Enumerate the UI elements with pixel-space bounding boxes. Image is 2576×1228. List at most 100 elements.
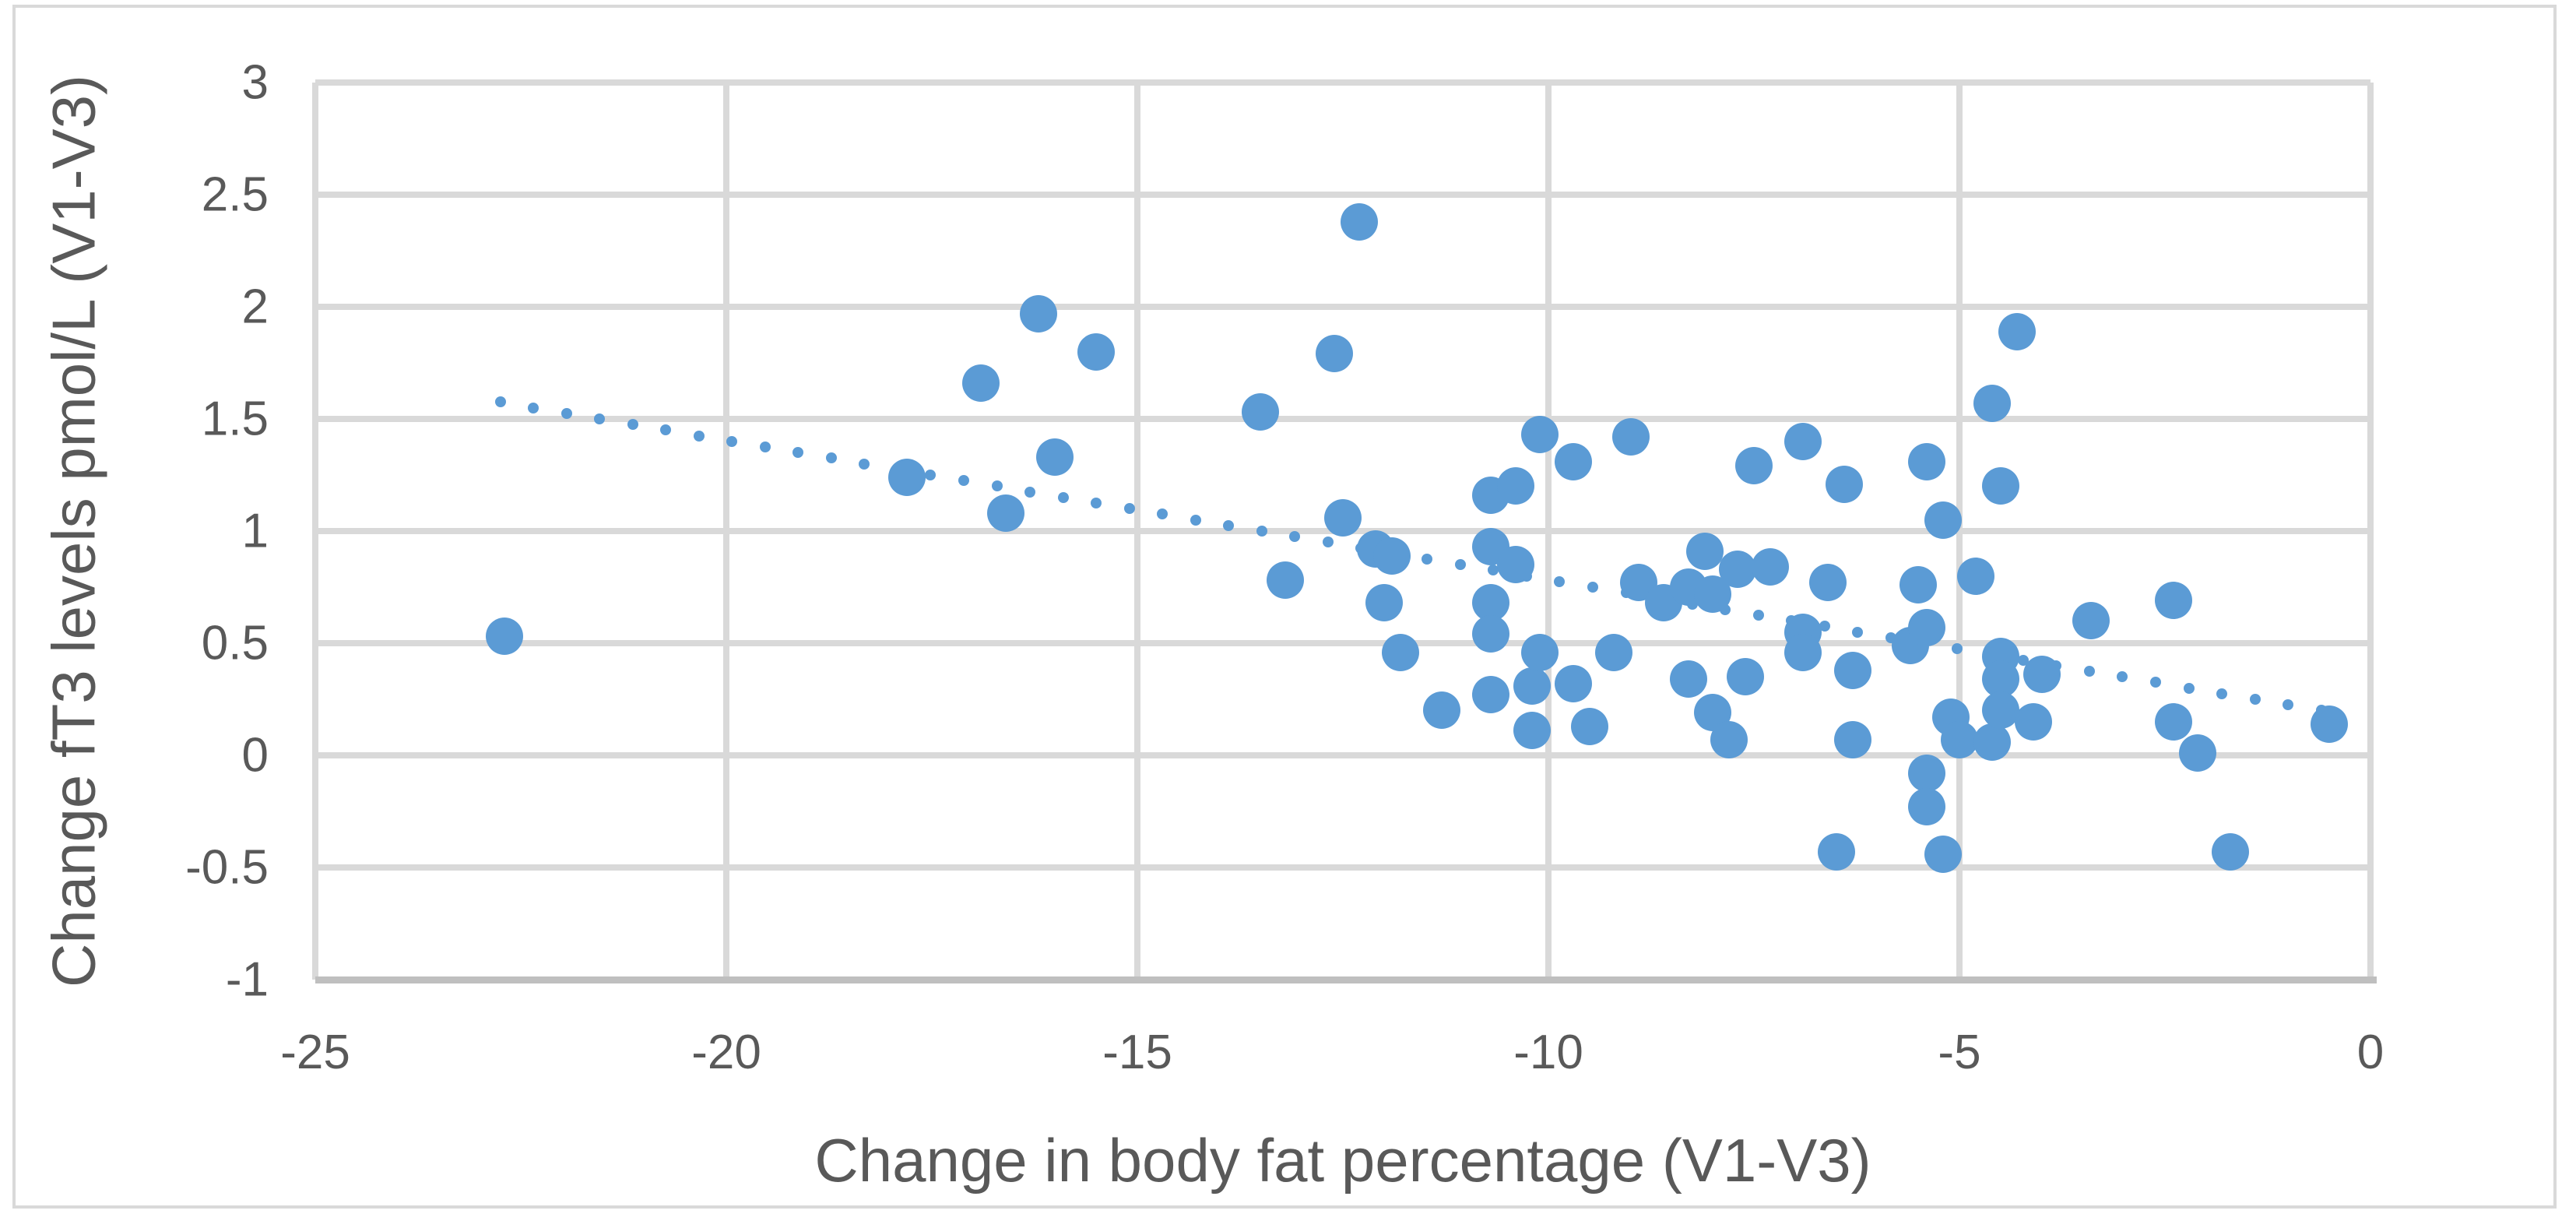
- data-point: [1924, 501, 1962, 539]
- y-gridline: [315, 416, 2370, 422]
- trendline-dot: [1852, 626, 1864, 638]
- trendline-dot: [1554, 575, 1566, 587]
- trendline-dot: [792, 447, 804, 459]
- data-point: [1496, 467, 1534, 505]
- x-gridline: [312, 83, 318, 980]
- trendline-dot: [2083, 666, 2095, 677]
- data-point: [1242, 393, 1280, 431]
- data-point: [1907, 608, 1945, 646]
- data-point: [1472, 676, 1510, 714]
- y-gridline: [315, 192, 2370, 198]
- data-point: [1998, 312, 2036, 350]
- data-point: [1554, 664, 1592, 702]
- data-point: [1513, 712, 1551, 750]
- x-axis-tick-label: -15: [1102, 1026, 1172, 1079]
- data-point: [1472, 584, 1510, 622]
- data-point: [1899, 566, 1938, 604]
- trendline-dot: [494, 396, 506, 408]
- data-point: [888, 458, 926, 496]
- data-point: [1036, 438, 1074, 476]
- data-point: [1735, 447, 1773, 485]
- data-point: [1513, 667, 1551, 705]
- data-point: [1710, 720, 1748, 758]
- data-point: [485, 618, 523, 656]
- trendline-dot: [991, 480, 1003, 492]
- trendline-dot: [660, 424, 672, 436]
- x-axis-title: Change in body fat percentage (V1-V3): [814, 1126, 1871, 1195]
- trendline-dot: [693, 430, 705, 442]
- x-gridline: [1545, 83, 1552, 980]
- y-axis-tick-label: 1.5: [201, 392, 269, 446]
- data-point: [1907, 755, 1945, 793]
- x-axis-tick-label: -25: [280, 1026, 350, 1079]
- trendline-dot: [1256, 526, 1267, 537]
- data-point: [1521, 633, 1559, 671]
- trendline-dot: [1322, 537, 1334, 548]
- trendline-dot: [726, 435, 738, 447]
- trendline-dot: [2216, 688, 2228, 699]
- trendline-dot: [759, 442, 771, 452]
- data-point: [2154, 702, 2192, 741]
- x-gridline: [1134, 83, 1140, 980]
- x-axis-tick-label: -20: [691, 1026, 761, 1079]
- data-point: [1784, 422, 1822, 460]
- y-axis-tick-label: 2.5: [201, 167, 269, 222]
- trendline-dot: [1422, 554, 1433, 565]
- trendline-dot: [561, 407, 572, 419]
- trendline-dot: [825, 452, 837, 464]
- data-point: [1973, 723, 2012, 761]
- trendline-dot: [528, 402, 539, 413]
- trendline-dot: [1057, 491, 1069, 503]
- trendline-dot: [1091, 498, 1102, 508]
- y-axis-tick-label: 3: [241, 55, 269, 110]
- trendline-dot: [1587, 582, 1599, 593]
- data-point: [1365, 584, 1403, 622]
- data-point: [1521, 416, 1559, 454]
- trendline-dot: [1819, 621, 1830, 632]
- data-point: [1981, 691, 2019, 730]
- data-point: [1941, 720, 1978, 758]
- data-point: [1833, 651, 1871, 689]
- data-point: [1077, 333, 1116, 371]
- data-point: [2154, 582, 2192, 620]
- y-gridline: [315, 864, 2370, 871]
- trendline-dot: [859, 458, 870, 470]
- data-point: [1784, 633, 1822, 671]
- y-axis-tick-label: 0: [241, 728, 269, 783]
- trendline-dot: [1024, 486, 1036, 498]
- x-axis-tick-label: -10: [1513, 1026, 1583, 1079]
- trendline-dot: [1223, 519, 1235, 531]
- trendline-dot: [1157, 508, 1169, 520]
- y-gridline: [315, 304, 2370, 310]
- trendline-dot: [2150, 677, 2161, 688]
- data-point: [1316, 335, 1354, 373]
- trendline-dot: [1454, 559, 1466, 571]
- trendline-dot: [1289, 531, 1301, 543]
- trendline-dot: [1190, 514, 1201, 526]
- x-axis-line: [315, 976, 2377, 983]
- data-point: [1496, 546, 1534, 584]
- trendline-dot: [1123, 503, 1135, 515]
- data-point: [2212, 832, 2250, 871]
- chart-outer-border: [12, 5, 2557, 1209]
- data-point: [1981, 467, 2019, 505]
- x-gridline: [723, 83, 729, 980]
- data-point: [1981, 660, 2019, 698]
- y-axis-tick-label: 0.5: [201, 616, 269, 670]
- data-point: [1422, 691, 1460, 730]
- data-point: [1570, 707, 1608, 745]
- data-point: [2015, 702, 2053, 741]
- data-point: [1973, 384, 2012, 422]
- y-axis-tick-label: -1: [225, 952, 269, 1007]
- data-point: [1826, 465, 1864, 503]
- trendline-dot: [627, 419, 638, 431]
- data-point: [1267, 561, 1305, 600]
- data-point: [1373, 537, 1411, 575]
- data-point: [1595, 633, 1633, 671]
- data-point: [1554, 442, 1592, 480]
- data-point: [1020, 294, 1058, 333]
- trendline-dot: [958, 475, 969, 487]
- trendline-dot: [594, 413, 606, 424]
- data-point: [1727, 658, 1765, 696]
- trendline-dot: [2249, 694, 2261, 705]
